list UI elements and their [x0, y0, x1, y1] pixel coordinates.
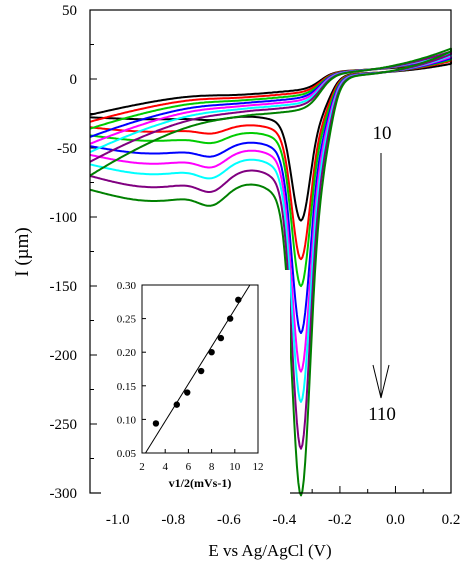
- x-tick-label: -0.6: [217, 512, 241, 528]
- inset-data-point: [235, 296, 242, 303]
- inset-data-point: [226, 315, 234, 322]
- annotation-arrow-head: [372, 364, 390, 399]
- x-tick-label: 0.2: [442, 512, 461, 528]
- inset-data-point: [152, 420, 160, 427]
- annotation-end: 110: [368, 404, 396, 425]
- inset-plot-frame: [141, 284, 259, 454]
- inset-data-point: [217, 334, 225, 342]
- y-tick-label: -50: [57, 141, 77, 157]
- inset-x-tick-label: 4: [162, 461, 168, 473]
- inset-x-tick-label: 12: [253, 461, 264, 473]
- cv-series-2: [89, 57, 452, 261]
- x-tick-label: -0.2: [328, 512, 352, 528]
- y-tick-label: 0: [70, 72, 78, 88]
- x-tick-label: -1.0: [106, 512, 130, 528]
- inset-data-point: [197, 367, 205, 375]
- inset-fit-line: [145, 284, 251, 454]
- inset-y-tick-label: 0.05: [117, 448, 137, 460]
- inset-data-point: [173, 401, 180, 408]
- y-tick-label: -100: [50, 210, 78, 226]
- inset-x-axis-label: v1/2(mVs-1): [169, 476, 232, 490]
- y-axis-label: I (µm): [12, 227, 33, 276]
- inset-x-tick-label: 10: [229, 461, 241, 473]
- x-tick-label: -0.4: [273, 512, 297, 528]
- cv-series-3: [89, 55, 452, 288]
- inset-tick-labels: 2 4 6 8 10 12 0.30 0.25 0.20 0.15 0.10 0.05: [117, 280, 264, 473]
- x-tick-label: 0.0: [386, 512, 405, 528]
- y-tick-label: -300: [50, 486, 78, 502]
- inset-y-tick-label: 0.30: [117, 280, 137, 292]
- annotation-start: 10: [373, 123, 392, 144]
- y-tick-label: -200: [50, 348, 78, 364]
- inset-x-tick-label: 8: [209, 461, 215, 473]
- inset-chart: 2 4 6 8 10 12 0.30 0.25 0.20 0.15 0.10 0.05 v1/2(mV…: [101, 270, 290, 496]
- inset-data-point: [184, 389, 191, 396]
- inset-data-points: [152, 296, 242, 427]
- inset-y-tick-label: 0.10: [117, 414, 137, 426]
- y-tick-label: 50: [62, 3, 77, 19]
- inset-data-point: [208, 349, 215, 356]
- inset-y-tick-label: 0.20: [117, 347, 137, 359]
- main-tick-labels: -1.0 -0.8 -0.6 -0.4 -0.2 0.0 0.2 50 0 -50 -100 -150…: [50, 3, 461, 528]
- y-tick-label: -150: [50, 279, 78, 295]
- y-tick-label: -250: [50, 417, 78, 433]
- inset-x-tick-label: 2: [139, 461, 145, 473]
- inset-x-tick-label: 6: [186, 461, 192, 473]
- inset-y-tick-label: 0.25: [117, 314, 137, 326]
- inset-y-tick-label: 0.15: [117, 381, 137, 393]
- x-tick-label: -0.8: [161, 512, 185, 528]
- x-axis-label: E vs Ag/AgCl (V): [208, 541, 331, 560]
